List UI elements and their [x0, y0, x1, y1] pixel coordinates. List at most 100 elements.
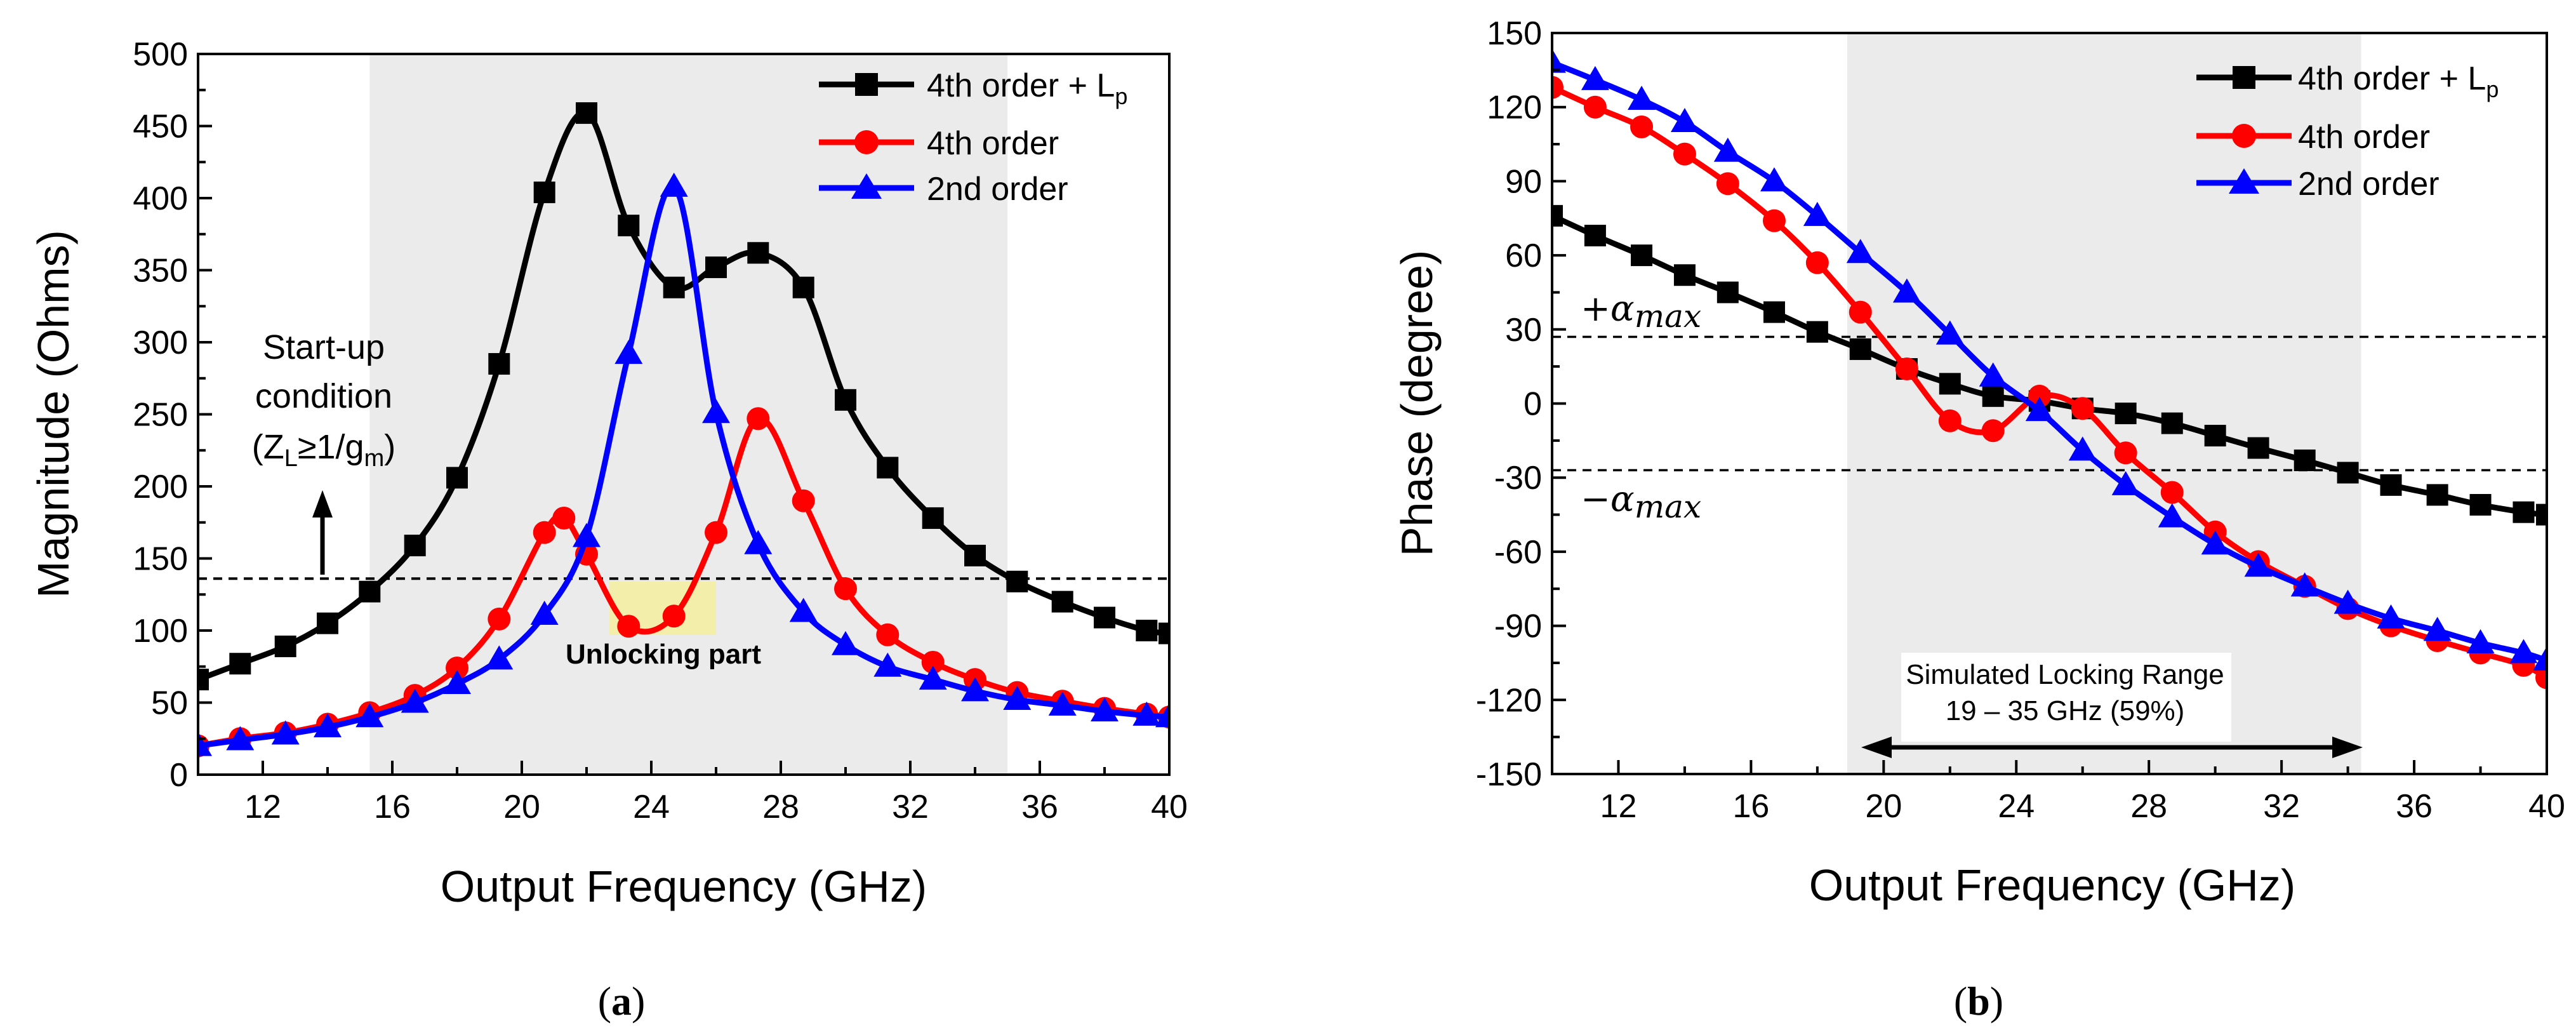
data-point [573, 523, 601, 547]
y-tick-label: 120 [1487, 90, 1542, 126]
data-point [1552, 48, 1566, 73]
x-tick-label: 12 [244, 789, 281, 825]
data-point [1630, 115, 1654, 138]
x-tick-label: 40 [2528, 788, 2565, 825]
data-point [271, 720, 300, 745]
data-point [921, 650, 945, 674]
x-tick-label: 16 [1732, 788, 1769, 825]
data-point [1552, 76, 1564, 99]
data-point [617, 615, 641, 638]
data-point [2115, 403, 2137, 425]
x-tick-label: 28 [762, 789, 799, 825]
data-point [877, 457, 899, 479]
x-tick-label: 32 [2263, 788, 2300, 825]
y-tick-label: 250 [133, 397, 188, 434]
locking-range-box [1901, 653, 2231, 742]
data-point [355, 703, 384, 728]
data-point [835, 389, 856, 411]
data-point [1155, 703, 1169, 728]
y-tick-label: -150 [1476, 756, 1542, 793]
y-tick-label: 150 [133, 541, 188, 578]
y-tick-label: -120 [1476, 682, 1542, 719]
data-point [1939, 373, 1961, 395]
data-point [1716, 281, 1739, 304]
x-tick-label: 32 [892, 789, 929, 825]
legend-label: 4th order + Lp [2298, 60, 2499, 102]
data-point [2160, 481, 2184, 504]
legend-label: 2nd order [2298, 166, 2440, 203]
data-point [198, 669, 209, 691]
legend-label: 2nd order [927, 171, 1068, 208]
data-point [919, 665, 947, 690]
data-point [446, 657, 468, 680]
x-tick-label: 36 [2396, 788, 2433, 825]
y-axis-title: Magnitude (Ohms) [29, 230, 78, 598]
arrow-left-icon [1861, 737, 1892, 758]
unlocking-label: Unlocking part [566, 639, 761, 670]
y-tick-label: 450 [133, 109, 188, 145]
data-point [2377, 604, 2405, 629]
y-tick-label: -60 [1494, 534, 1542, 571]
data-point [789, 598, 818, 622]
data-point [1003, 685, 1032, 710]
data-point [705, 256, 727, 278]
data-point [832, 631, 860, 655]
y-tick-label: 150 [1487, 15, 1542, 52]
data-point [747, 242, 769, 264]
data-point [1849, 300, 1872, 324]
y-tick-label: 90 [1505, 163, 1542, 200]
startup-label-line2: condition [255, 377, 392, 415]
data-point [2535, 666, 2547, 690]
data-point [488, 607, 511, 631]
y-tick-label: 300 [133, 324, 188, 361]
data-point [1895, 357, 1918, 381]
data-point [1631, 244, 1653, 267]
arrow-right-icon [2332, 737, 2363, 758]
data-point [317, 612, 338, 634]
x-axis-title: Output Frequency (GHz) [441, 862, 927, 911]
x-tick-label: 28 [2130, 788, 2167, 825]
data-point [1051, 591, 1073, 613]
x-tick-label: 24 [1998, 788, 2035, 825]
x-tick-label: 20 [503, 789, 540, 825]
legend: 4th order + Lp 4th order 2nd order [2196, 60, 2499, 203]
alpha-min-label: −αmax [1581, 479, 1701, 525]
data-point [2028, 384, 2051, 408]
data-point [663, 276, 685, 298]
shaded-region [369, 54, 1007, 775]
series-line [198, 109, 1169, 683]
y-tick-label: 60 [1505, 237, 1542, 274]
data-point [314, 713, 342, 738]
data-point [2466, 629, 2495, 653]
legend-label: 4th order [2298, 119, 2430, 156]
data-point [359, 580, 381, 603]
legend-label: 4th order + Lp [927, 67, 1127, 109]
x-tick-label: 40 [1151, 789, 1188, 825]
panel-label-b: (b) [1954, 978, 2003, 1024]
data-point [922, 507, 944, 529]
data-point [1935, 320, 1964, 345]
y-tick-label: -30 [1494, 460, 1542, 497]
data-point [2423, 617, 2452, 641]
data-point [274, 635, 296, 657]
data-point [552, 506, 576, 530]
data-point [1136, 620, 1158, 641]
y-tick-label: 50 [151, 685, 188, 722]
data-point [1048, 691, 1077, 716]
data-point [1763, 301, 1785, 323]
data-point [1584, 224, 1606, 246]
data-point [2290, 572, 2319, 597]
data-point [2513, 501, 2535, 523]
data-point [446, 467, 468, 489]
data-point [485, 645, 514, 670]
data-point [2161, 412, 2183, 434]
data-point [229, 653, 251, 675]
data-point [533, 521, 556, 544]
data-point [443, 669, 471, 694]
y-tick-label: 400 [133, 180, 188, 217]
data-point [1806, 321, 1828, 343]
plot-frame [1551, 32, 2548, 775]
x-axis-title: Output Frequency (GHz) [1809, 860, 2295, 910]
data-point [662, 604, 686, 628]
